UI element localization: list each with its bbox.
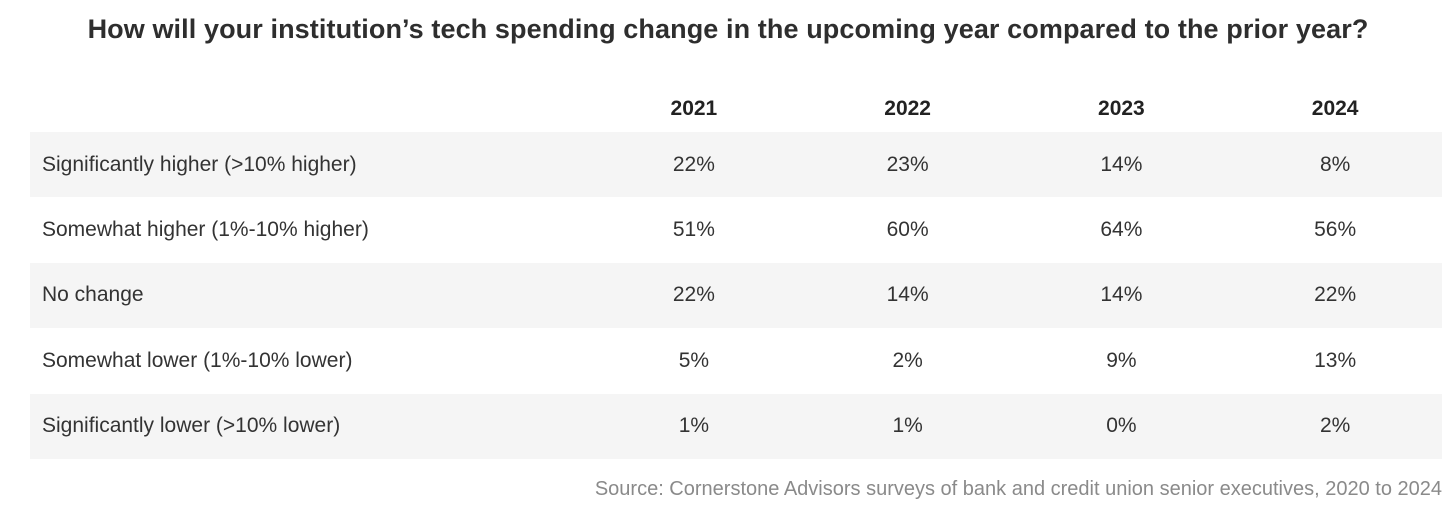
table-cell: 1% [678, 414, 710, 438]
table-cell: 0% [1106, 414, 1137, 438]
table-cell: 22% [1314, 283, 1357, 307]
row-label: Significantly higher (>10% higher) [42, 152, 357, 176]
table-cell: 22% [672, 283, 715, 307]
table-cell: 14% [1100, 283, 1143, 307]
data-table: 2021 2022 2023 2024 Significantly higher… [30, 86, 1442, 459]
header-row: 2021 2022 2023 2024 [30, 86, 1442, 132]
table-cell: 8% [1319, 152, 1351, 176]
column-header-2022: 2022 [884, 97, 931, 120]
row-label: No change [42, 283, 144, 307]
table-cell: 5% [678, 348, 710, 372]
column-header-2024: 2024 [1311, 97, 1359, 120]
table-cell: 2% [1319, 414, 1351, 438]
table-cell: 14% [886, 283, 929, 307]
table-cell: 60% [886, 218, 929, 242]
table-row: Somewhat higher (1%-10% higher) 51% 60% … [30, 197, 1442, 262]
table-row: Somewhat lower (1%-10% lower) 5% 2% 9% 1… [30, 328, 1442, 393]
table-row: Significantly lower (>10% lower) 1% 1% 0… [30, 393, 1442, 459]
header-blank-cell [30, 86, 587, 132]
table-cell: 13% [1314, 348, 1357, 372]
table-cell: 14% [1100, 152, 1143, 176]
table-cell: 64% [1100, 218, 1143, 242]
row-label: Significantly lower (>10% lower) [42, 414, 341, 438]
table-cell: 2% [892, 348, 923, 372]
table-cell: 23% [886, 152, 929, 176]
source-note: Source: Cornerstone Advisors surveys of … [594, 478, 1442, 500]
table-cell: 9% [1106, 348, 1137, 372]
table-cell: 56% [1314, 218, 1357, 242]
table-row: Significantly higher (>10% higher) 22% 2… [30, 132, 1442, 198]
chart-title: How will your institution’s tech spendin… [87, 14, 1369, 44]
table-row: No change 22% 14% 14% 22% [30, 262, 1442, 329]
table-cell: 1% [892, 414, 923, 438]
row-label: Somewhat higher (1%-10% higher) [42, 218, 369, 242]
column-header-2023: 2023 [1098, 97, 1145, 120]
column-header-2021: 2021 [670, 97, 718, 120]
table-cell: 22% [672, 152, 715, 176]
row-label: Somewhat lower (1%-10% lower) [42, 348, 353, 372]
table-cell: 51% [672, 218, 715, 242]
